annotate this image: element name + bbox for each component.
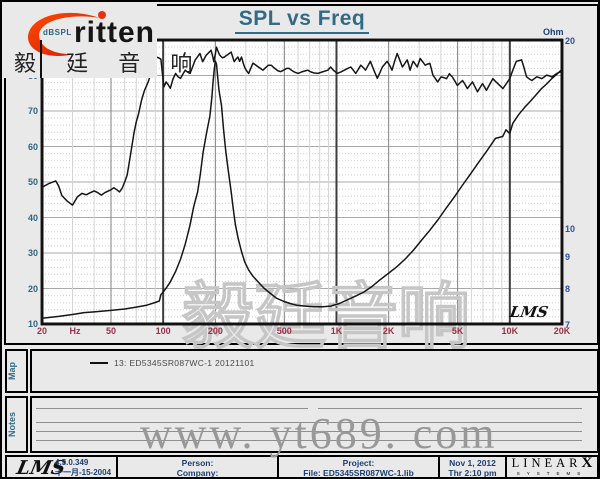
linearx-word: LINEAR — [511, 456, 582, 470]
note-ruled-line — [36, 422, 582, 423]
brand-swoosh-icon — [27, 12, 101, 56]
footer-linearx-cell: LINEARX SYSTEMS — [505, 455, 598, 477]
x-axis-ticks: 20 Hz 50 100 200 500 1K 2K 5K 10K 20K — [37, 326, 570, 337]
linearx-x: X — [581, 455, 593, 471]
y-right-tick-label: 8 — [565, 283, 571, 294]
brand-name: ritten — [74, 16, 155, 49]
spl-curve — [41, 46, 563, 206]
company-label: Company: — [176, 468, 219, 478]
y-left-tick-label: 40 — [27, 212, 38, 223]
legend-label: 13: ED5345SR087WC-1 20121101 — [114, 358, 255, 368]
report-date: Nov 1, 2012 — [449, 458, 496, 468]
legend-line-swatch — [90, 362, 108, 364]
x-tick-label: 200 — [207, 326, 223, 336]
title-wrap: SPL vs Freq — [152, 7, 452, 34]
impedance-curve — [41, 60, 563, 320]
y-left-tick-label: 20 — [27, 283, 38, 294]
note-ruled-line — [36, 431, 582, 432]
x-tick-label: 1K — [330, 326, 343, 336]
notes-label-cell: Notes — [5, 396, 28, 453]
y-right-tick-label: 9 — [565, 252, 571, 262]
url-watermark: www. yt689. com — [140, 409, 498, 458]
notes-content-cell — [30, 396, 598, 453]
chinese-watermark: 毅廷音响 — [182, 278, 470, 358]
left-axis-unit-label: dBSPL — [43, 28, 72, 37]
map-label: Map — [7, 362, 17, 380]
y-left-tick-label: 30 — [27, 248, 38, 258]
file-label: File: ED5345SR087WC-1.lib — [303, 468, 414, 478]
note-ruled-line — [36, 408, 308, 409]
person-label: Person: — [181, 458, 214, 468]
brand-chinese-name: 毅 廷 音 响 — [14, 51, 205, 76]
map-content-cell — [30, 349, 598, 393]
lms-plot-signature: LMS — [508, 303, 550, 321]
note-ruled-line — [36, 440, 582, 441]
x-tick-label: 20K — [553, 326, 571, 336]
x-tick-label: 500 — [276, 326, 292, 336]
y-left-tick-label: 50 — [27, 177, 38, 187]
linearx-systems: SYSTEMS — [516, 471, 588, 476]
footer-lms-cell: LMS 4.5.0.349 十一月-15-2004 — [5, 455, 118, 477]
y-axis-left-ticks: 8070605040302010 — [10, 40, 38, 330]
y-left-tick-label: 60 — [27, 141, 38, 152]
x-tick-label: 2K — [382, 326, 395, 336]
map-label-cell: Map — [5, 349, 28, 393]
x-tick-label: 100 — [155, 326, 171, 336]
brand-dot-icon — [98, 11, 106, 19]
y-right-tick-label: 10 — [565, 223, 576, 234]
version-number: 4.5.0.349 — [55, 458, 89, 467]
right-axis-unit-label: Ohm — [543, 27, 564, 37]
project-label: Project: — [342, 458, 375, 468]
note-ruled-line — [318, 408, 582, 409]
y-right-tick-label: 20 — [565, 36, 576, 46]
notes-label: Notes — [7, 412, 17, 438]
page-title: SPL vs Freq — [234, 7, 370, 34]
y-left-tick-label: 70 — [27, 106, 38, 116]
plot-border — [40, 38, 564, 326]
x-tick-label: 10K — [501, 326, 519, 336]
legend-row: 13: ED5345SR087WC-1 20121101 — [90, 358, 255, 368]
x-tick-label: Hz — [69, 326, 81, 336]
plot-left-border — [40, 40, 42, 78]
version-date: 十一月-15-2004 — [55, 467, 112, 477]
y-right-tick-label: 7 — [565, 320, 571, 330]
x-tick-label: 20 — [36, 326, 48, 336]
plot-canvas: 毅廷音响 — [40, 38, 564, 359]
spl-vs-freq-plot: 毅廷音响 — [40, 38, 564, 359]
linearx-logo: LINEARX SYSTEMS — [507, 455, 597, 477]
x-tick-label: 50 — [105, 326, 116, 336]
report-time: Thr 2:10 pm — [448, 468, 497, 478]
version-block: 4.5.0.349 十一月-15-2004 — [55, 458, 111, 477]
y-left-tick-label: 10 — [27, 319, 38, 329]
y-axis-right-ticks: 20 10 9 8 7 — [565, 36, 595, 330]
x-tick-label: 5K — [451, 326, 464, 336]
